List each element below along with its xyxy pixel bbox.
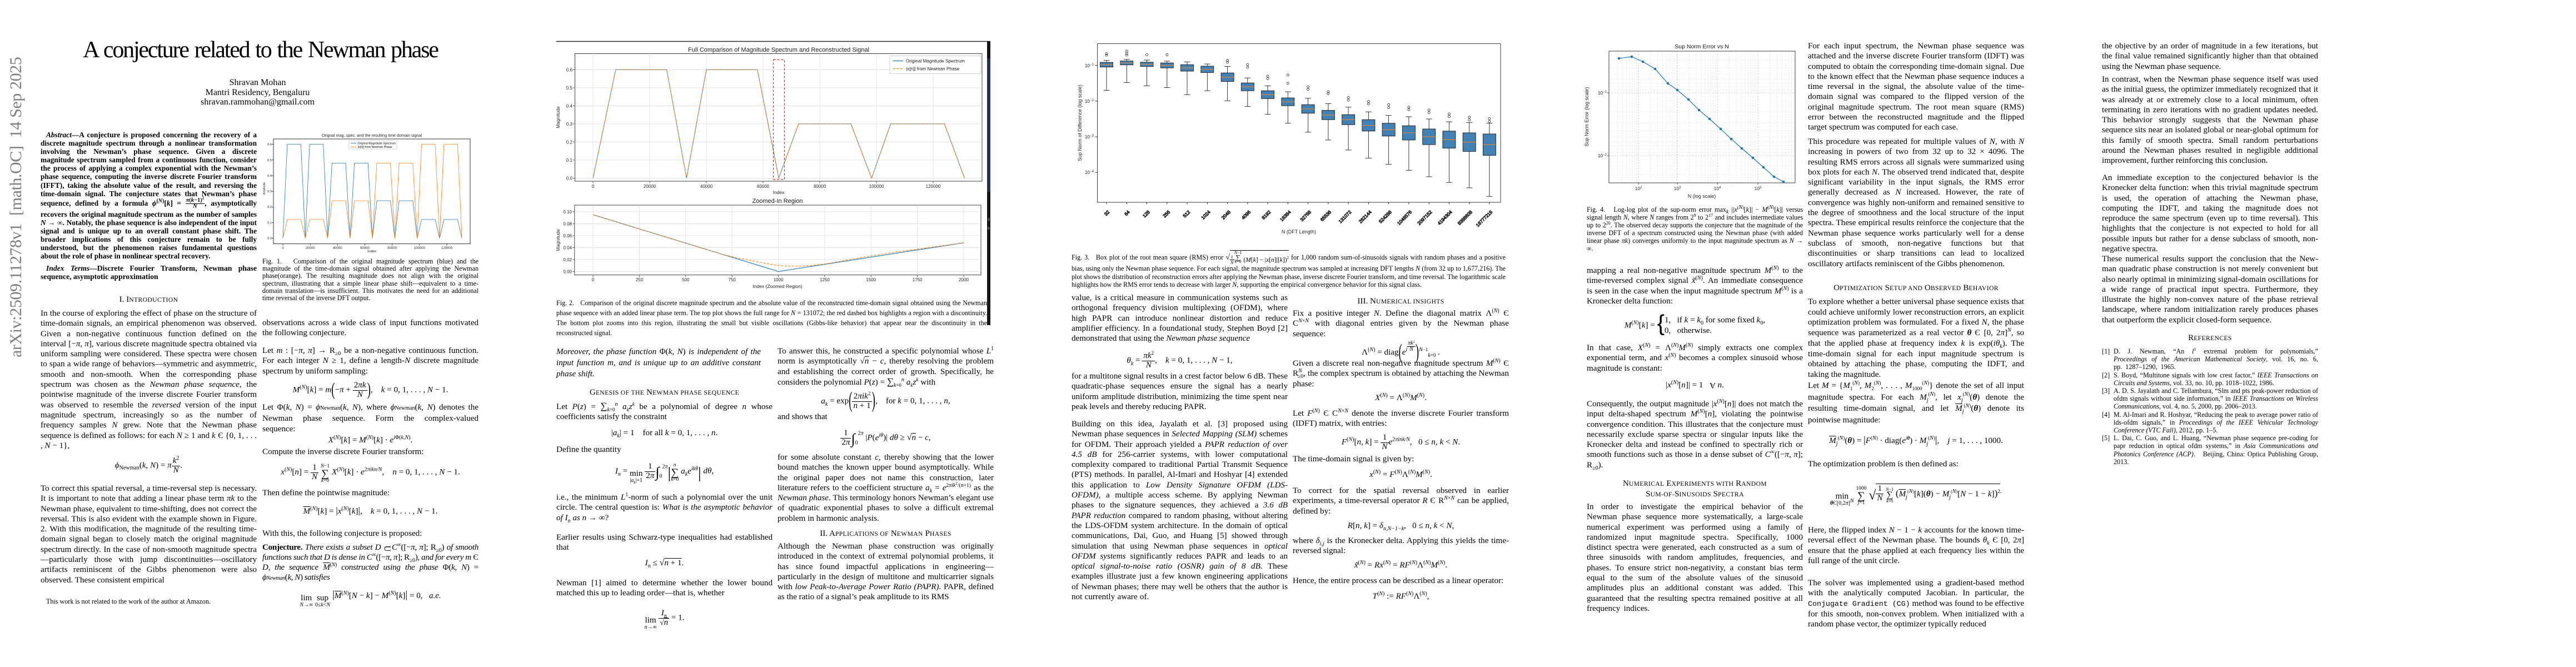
svg-text:65536: 65536 bbox=[1319, 209, 1333, 222]
svg-text:|x[n]| from Newman Phase: |x[n]| from Newman Phase bbox=[906, 67, 960, 72]
svg-text:1750: 1750 bbox=[913, 277, 923, 282]
svg-text:20000: 20000 bbox=[306, 247, 315, 250]
svg-text:102: 102 bbox=[1635, 186, 1642, 191]
svg-text:Sup Norm of Difference (log sc: Sup Norm of Difference (log scale) bbox=[1077, 84, 1083, 161]
svg-text:N (log scale): N (log scale) bbox=[1688, 193, 1716, 199]
svg-text:0.5: 0.5 bbox=[566, 86, 573, 91]
svg-text:0.06: 0.06 bbox=[563, 233, 572, 238]
svg-text:10−4: 10−4 bbox=[1085, 170, 1094, 175]
svg-text:1048576: 1048576 bbox=[1396, 209, 1413, 226]
svg-text:Index: Index bbox=[367, 250, 377, 253]
svg-text:0.08: 0.08 bbox=[563, 221, 572, 226]
svg-text:105: 105 bbox=[1755, 186, 1762, 191]
svg-text:0.00: 0.00 bbox=[563, 269, 572, 274]
svg-text:8388608: 8388608 bbox=[1457, 209, 1474, 226]
svg-text:0.0: 0.0 bbox=[267, 237, 272, 241]
svg-text:0.6: 0.6 bbox=[566, 67, 573, 72]
svg-text:Zoomed-In Region: Zoomed-In Region bbox=[752, 198, 803, 205]
svg-text:Sup Norm Error vs N: Sup Norm Error vs N bbox=[1675, 43, 1728, 50]
svg-text:250: 250 bbox=[636, 277, 644, 282]
svg-text:0.1: 0.1 bbox=[566, 158, 573, 163]
svg-text:20000: 20000 bbox=[644, 184, 656, 189]
svg-text:40000: 40000 bbox=[333, 247, 342, 250]
svg-text:10−2: 10−2 bbox=[1598, 153, 1607, 158]
svg-text:120000: 120000 bbox=[441, 247, 453, 250]
svg-text:|x[n]| from Newman Phase: |x[n]| from Newman Phase bbox=[358, 146, 392, 149]
svg-text:60000: 60000 bbox=[360, 247, 370, 250]
svg-text:8192: 8192 bbox=[1260, 209, 1272, 221]
svg-text:0: 0 bbox=[592, 277, 595, 282]
svg-text:10−1: 10−1 bbox=[1085, 63, 1094, 68]
svg-text:3: 3 bbox=[988, 218, 990, 222]
svg-text:80000: 80000 bbox=[814, 184, 826, 189]
svg-text:0.2: 0.2 bbox=[566, 140, 573, 145]
svg-text:60000: 60000 bbox=[757, 184, 770, 189]
svg-text:Index: Index bbox=[773, 190, 785, 195]
svg-text:0.1: 0.1 bbox=[267, 221, 272, 225]
svg-text:10−3: 10−3 bbox=[1085, 134, 1094, 140]
svg-text:0.5: 0.5 bbox=[267, 159, 272, 162]
svg-text:Index (Zoomed Region): Index (Zoomed Region) bbox=[753, 283, 802, 289]
svg-text:Sup Norm Error (log scale): Sup Norm Error (log scale) bbox=[1584, 87, 1590, 146]
svg-text:Magnitude: Magnitude bbox=[556, 229, 561, 251]
svg-text:0.02: 0.02 bbox=[563, 257, 572, 262]
svg-text:524288: 524288 bbox=[1378, 209, 1393, 224]
svg-text:500: 500 bbox=[682, 277, 690, 282]
svg-text:0.4: 0.4 bbox=[566, 103, 573, 108]
svg-text:0.04: 0.04 bbox=[563, 245, 572, 250]
svg-text:10−1: 10−1 bbox=[1598, 90, 1607, 96]
svg-text:1000: 1000 bbox=[774, 277, 784, 282]
svg-text:32768: 32768 bbox=[1299, 209, 1312, 222]
svg-text:0.2: 0.2 bbox=[267, 206, 272, 209]
svg-text:750: 750 bbox=[728, 277, 736, 282]
svg-text:N (DFT Length): N (DFT Length) bbox=[1282, 229, 1316, 235]
svg-text:256: 256 bbox=[1162, 209, 1171, 218]
svg-text:Original Magnitude Spectrum: Original Magnitude Spectrum bbox=[358, 142, 396, 145]
svg-text:0.6: 0.6 bbox=[267, 143, 272, 147]
svg-text:40000: 40000 bbox=[700, 184, 713, 189]
svg-text:1250: 1250 bbox=[820, 277, 830, 282]
svg-text:103: 103 bbox=[1674, 186, 1681, 191]
svg-text:Full Comparison of Magnitude S: Full Comparison of Magnitude Spectrum an… bbox=[688, 47, 869, 53]
svg-text:80000: 80000 bbox=[387, 247, 397, 250]
svg-text:Amplitude: Amplitude bbox=[263, 182, 266, 195]
svg-text:131072: 131072 bbox=[1337, 209, 1352, 224]
svg-text:512: 512 bbox=[1182, 209, 1191, 218]
svg-text:2097152: 2097152 bbox=[1416, 209, 1433, 226]
svg-text:0.3: 0.3 bbox=[566, 122, 573, 127]
svg-text:104: 104 bbox=[1714, 186, 1721, 191]
svg-text:0.3: 0.3 bbox=[267, 190, 272, 193]
svg-text:16777216: 16777216 bbox=[1474, 209, 1493, 228]
svg-text:2048: 2048 bbox=[1220, 209, 1232, 221]
svg-text:0.10: 0.10 bbox=[563, 210, 572, 215]
svg-text:10−2: 10−2 bbox=[1085, 98, 1094, 104]
svg-text:100000: 100000 bbox=[414, 247, 426, 250]
svg-text:0.4: 0.4 bbox=[267, 175, 272, 178]
svg-text:262144: 262144 bbox=[1358, 209, 1373, 224]
svg-text:128: 128 bbox=[1142, 209, 1151, 218]
svg-text:64: 64 bbox=[1123, 209, 1131, 217]
svg-text:4194304: 4194304 bbox=[1436, 209, 1453, 226]
svg-text:1024: 1024 bbox=[1200, 209, 1212, 221]
svg-text:0.0: 0.0 bbox=[566, 176, 573, 181]
svg-text:6: 6 bbox=[988, 227, 990, 231]
svg-text:120000: 120000 bbox=[926, 184, 941, 189]
svg-text:0: 0 bbox=[282, 247, 284, 250]
svg-text:0: 0 bbox=[592, 184, 595, 189]
svg-text:Orignal mag. spec. and the res: Orignal mag. spec. and the resulting tim… bbox=[322, 133, 422, 138]
svg-text:16384: 16384 bbox=[1279, 209, 1292, 222]
svg-text:Magnitude: Magnitude bbox=[556, 106, 561, 128]
svg-text:4096: 4096 bbox=[1240, 209, 1252, 221]
svg-text:100000: 100000 bbox=[869, 184, 884, 189]
svg-text:Original Magnitude Spectrum: Original Magnitude Spectrum bbox=[906, 59, 965, 64]
svg-text:1500: 1500 bbox=[866, 277, 876, 282]
svg-text:2000: 2000 bbox=[959, 277, 969, 282]
svg-text:32: 32 bbox=[1103, 209, 1111, 217]
